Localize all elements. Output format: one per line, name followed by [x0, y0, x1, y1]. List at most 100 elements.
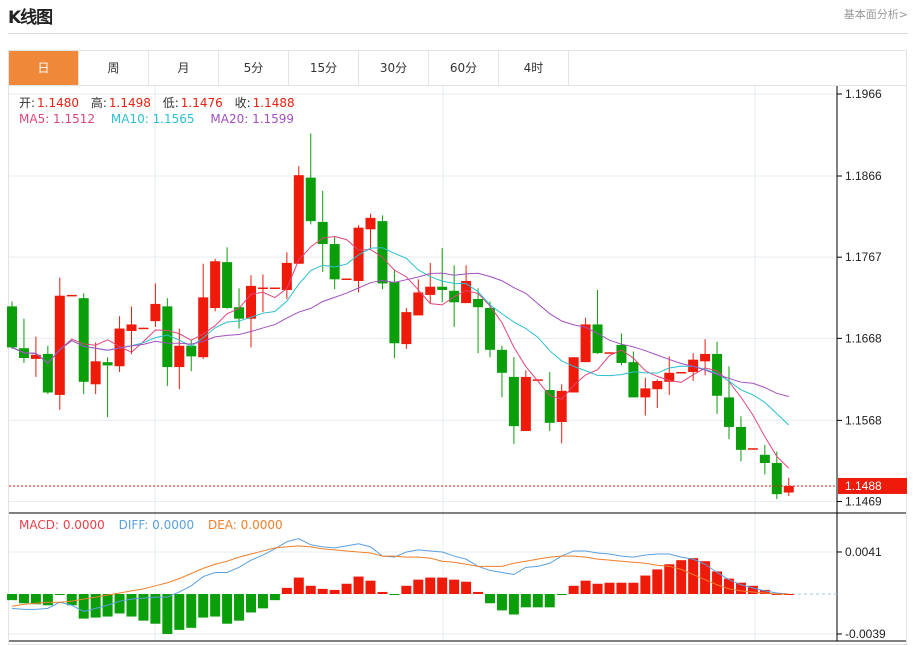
tab-60min[interactable]: 60分 — [429, 51, 499, 85]
candle — [174, 328, 185, 390]
macd-bar — [461, 581, 472, 594]
macd-bar — [293, 577, 304, 594]
candle — [305, 133, 316, 225]
macd-bar — [735, 582, 746, 594]
macd-info: MACD: 0.0000 DIFF: 0.0000 DEA: 0.0000 — [19, 518, 285, 532]
candle-body — [508, 376, 519, 427]
candle — [676, 371, 687, 374]
candle — [520, 370, 531, 432]
tab-day[interactable]: 日 — [9, 51, 79, 85]
ma10-line — [11, 247, 790, 426]
candle — [66, 294, 77, 297]
macd-bar — [401, 585, 412, 594]
candle-body — [377, 221, 388, 284]
candle-body — [783, 485, 794, 493]
macd-bar — [712, 571, 723, 594]
macd-bar — [485, 594, 495, 604]
candle — [102, 357, 113, 418]
macd-bar — [90, 594, 101, 618]
candle — [389, 270, 400, 359]
candle-body — [485, 308, 495, 350]
low-value: 1.1476 — [180, 96, 223, 110]
candle-body — [437, 286, 448, 290]
candle-body — [735, 426, 746, 450]
macd-bar — [305, 585, 316, 594]
candle — [712, 341, 723, 414]
candle-body — [628, 362, 639, 398]
close-value: 1.1488 — [252, 96, 295, 110]
macd-bar — [437, 577, 448, 594]
macd-bar — [568, 585, 579, 594]
macd-bar — [42, 594, 53, 606]
candle — [257, 274, 268, 313]
macd-bar — [544, 594, 555, 608]
macd-bar — [341, 583, 352, 594]
candle-body — [532, 379, 543, 381]
ma5-value: MA5: 1.1512 — [19, 112, 96, 126]
candle — [473, 288, 484, 354]
candle-body — [281, 262, 292, 290]
dea-value: DEA: 0.0000 — [207, 518, 283, 532]
price-tick-label: 1.1668 — [845, 331, 882, 345]
tab-week[interactable]: 周 — [79, 51, 149, 85]
candle — [616, 333, 627, 366]
macd-bar — [520, 594, 531, 608]
candle-body — [401, 312, 412, 345]
macd-bar — [496, 594, 507, 611]
candle — [485, 301, 495, 358]
tab-30min[interactable]: 30分 — [359, 51, 429, 85]
ohlc-info: 开: 1.1480 高: 1.1498 低: 1.1476 收: 1.1488 — [19, 94, 297, 111]
tab-month[interactable]: 月 — [149, 51, 219, 85]
price-tick-label: 1.1966 — [845, 87, 882, 101]
tab-4hour[interactable]: 4时 — [499, 51, 569, 85]
macd-bar — [78, 594, 89, 619]
candle — [640, 377, 651, 416]
candle-body — [353, 227, 364, 281]
macd-bar — [604, 582, 615, 594]
candle-body — [568, 357, 579, 393]
macd-bar — [724, 578, 734, 594]
macd-bar — [508, 594, 519, 615]
candle-body — [7, 306, 17, 348]
divider — [8, 33, 908, 34]
candle-body — [688, 359, 699, 372]
candle — [18, 318, 29, 363]
close-label: 收: — [234, 96, 251, 110]
macd-bar — [389, 594, 400, 596]
macd-bar — [198, 594, 209, 618]
ma10-value: MA10: 1.1565 — [110, 112, 195, 126]
candle — [329, 236, 340, 290]
candle-body — [616, 344, 627, 363]
price-tick-label: 1.1568 — [845, 413, 882, 427]
page-title: K线图 — [8, 8, 53, 28]
macd-bar — [616, 582, 627, 594]
tab-5min[interactable]: 5分 — [219, 51, 289, 85]
candle — [150, 283, 161, 327]
macd-bar — [556, 594, 567, 596]
candle-body — [186, 345, 197, 357]
candle — [281, 252, 292, 299]
macd-bar — [747, 585, 758, 594]
candle — [42, 345, 53, 395]
candle — [293, 166, 304, 264]
macd-bar — [7, 594, 17, 601]
candle — [269, 287, 280, 290]
candle — [413, 279, 424, 316]
candle-body — [329, 244, 340, 280]
ma-info: MA5: 1.1512 MA10: 1.1565 MA20: 1.1599 — [19, 112, 296, 126]
candle-body — [305, 177, 316, 222]
candle — [162, 298, 173, 386]
tab-15min[interactable]: 15分 — [289, 51, 359, 85]
fundamental-analysis-link[interactable]: 基本面分析> — [843, 8, 908, 21]
macd-bar — [580, 580, 591, 594]
candle-body — [90, 361, 101, 385]
candle — [747, 448, 758, 450]
macd-bar — [246, 594, 256, 613]
macd-bar — [18, 594, 29, 604]
macd-bar — [759, 589, 770, 594]
candle-body — [30, 354, 41, 359]
macd-bar — [353, 576, 364, 594]
candle-body — [66, 294, 77, 297]
candle — [735, 416, 746, 462]
